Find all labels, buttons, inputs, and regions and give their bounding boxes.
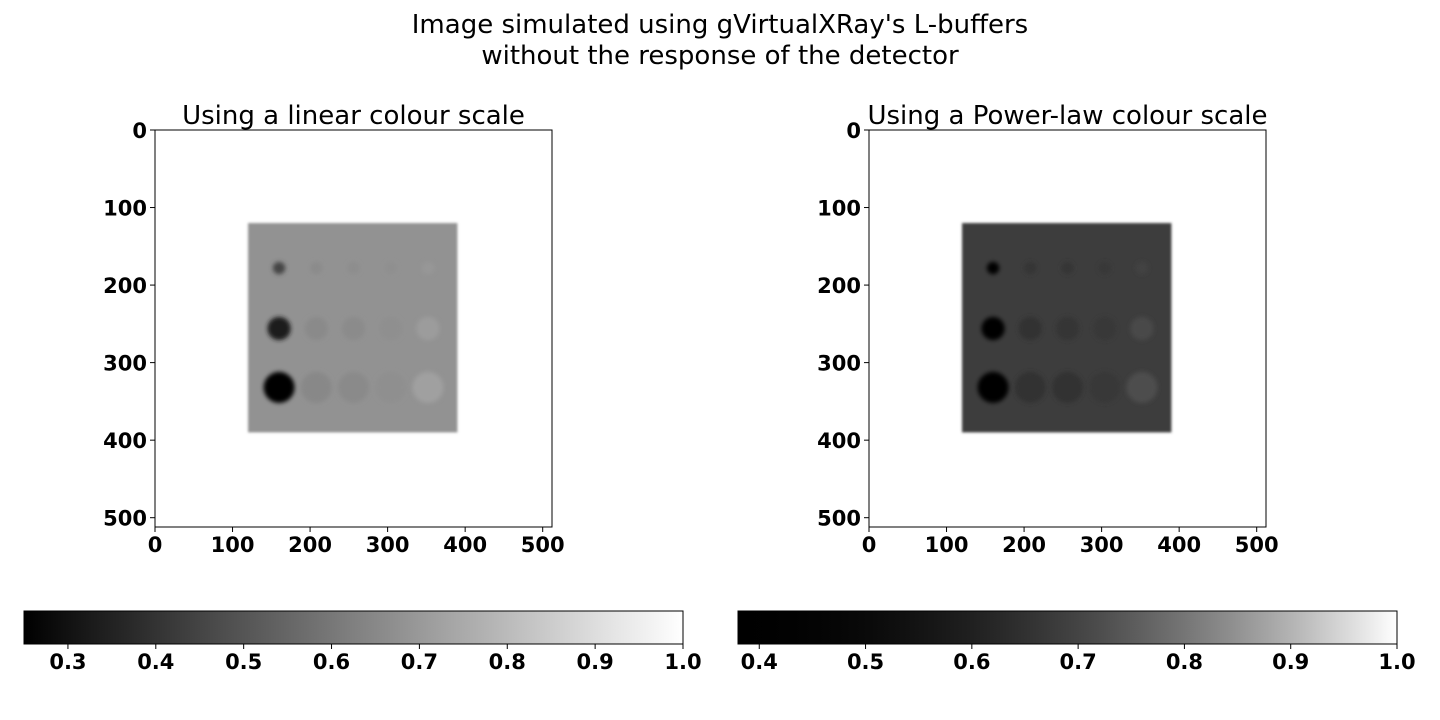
powerlaw-y-tick-label: 200 [817,274,861,298]
linear-x-tick-label: 100 [211,533,255,557]
linear-colorbar-tick-label: 0.6 [313,650,350,674]
powerlaw-y-tick-label: 300 [817,352,861,376]
powerlaw-colorbar-tick-label: 0.7 [1060,650,1097,674]
powerlaw-insert-1 [986,261,1000,275]
linear-y-tick-label: 400 [103,429,147,453]
linear-y-tick-label: 0 [132,119,147,143]
linear-y-tick-label: 500 [103,507,147,531]
linear-axes-frame [154,129,553,528]
linear-insert-14 [375,371,407,403]
powerlaw-insert-6 [981,316,1005,341]
linear-x-tick-label: 400 [443,533,487,557]
linear-insert-8 [341,316,366,341]
powerlaw-insert-7 [1018,316,1042,341]
linear-insert-3 [347,261,360,275]
powerlaw-insert-11 [977,371,1009,403]
powerlaw-insert-5 [1135,261,1149,275]
linear-x-tick-label: 0 [148,533,163,557]
powerlaw-insert-15 [1126,371,1158,403]
powerlaw-insert-2 [1024,261,1037,275]
powerlaw-axes-frame [868,129,1267,528]
figure-title-line-2: without the response of the detector [481,41,959,71]
powerlaw-x-tick-label: 300 [1080,533,1124,557]
powerlaw-insert-12 [1014,371,1046,403]
linear-insert-5 [421,261,435,275]
linear-insert-10 [416,316,440,341]
powerlaw-y-tick-label: 500 [817,507,861,531]
linear-colorbar-tick-label: 0.4 [137,650,174,674]
powerlaw-insert-13 [1051,371,1084,403]
powerlaw-y-tick-label: 100 [817,197,861,221]
powerlaw-insert-10 [1130,316,1154,341]
linear-x-tick-label: 200 [288,533,332,557]
linear-x-tick-label: 500 [521,533,565,557]
linear-colorbar-tick-label: 0.9 [577,650,614,674]
powerlaw-colorbar [737,610,1398,645]
figure-title-line-1: Image simulated using gVirtualXRay's L-b… [411,10,1029,40]
linear-insert-13 [337,371,370,403]
powerlaw-insert-8 [1055,316,1080,341]
powerlaw-colorbar-tick-label: 0.4 [741,650,778,674]
powerlaw-x-tick-label: 200 [1002,533,1046,557]
powerlaw-y-tick-label: 400 [817,429,861,453]
linear-x-tick-label: 300 [366,533,410,557]
linear-insert-6 [267,316,291,341]
linear-colorbar [23,610,684,645]
linear-panel-title: Using a linear colour scale [182,101,525,131]
linear-y-tick-label: 100 [103,197,147,221]
powerlaw-insert-9 [1093,316,1117,341]
powerlaw-insert-3 [1061,261,1074,275]
powerlaw-colorbar-tick-label: 0.6 [953,650,990,674]
powerlaw-x-tick-label: 500 [1235,533,1279,557]
linear-colorbar-tick-label: 0.3 [49,650,86,674]
linear-colorbar-tick-label: 0.7 [401,650,438,674]
linear-colorbar-tick-label: 1.0 [664,650,701,674]
linear-y-tick-label: 300 [103,352,147,376]
linear-insert-15 [412,371,444,403]
powerlaw-colorbar-tick-label: 0.8 [1166,650,1203,674]
linear-colorbar-tick-label: 0.5 [225,650,262,674]
powerlaw-colorbar-tick-label: 1.0 [1378,650,1415,674]
powerlaw-insert-14 [1089,371,1121,403]
linear-insert-1 [272,261,286,275]
powerlaw-colorbar-tick-label: 0.5 [847,650,884,674]
linear-insert-7 [304,316,328,341]
powerlaw-x-tick-label: 400 [1157,533,1201,557]
linear-insert-12 [300,371,332,403]
linear-colorbar-tick-label: 0.8 [489,650,526,674]
powerlaw-x-tick-label: 100 [925,533,969,557]
powerlaw-x-tick-label: 0 [862,533,877,557]
powerlaw-panel-title: Using a Power-law colour scale [867,101,1267,131]
linear-panel: Using a linear colour scale 0 100 200 300 400… [23,101,702,674]
linear-insert-4 [384,261,397,275]
powerlaw-insert-4 [1098,261,1111,275]
linear-insert-2 [310,261,323,275]
linear-insert-9 [379,316,403,341]
linear-insert-11 [263,371,295,403]
linear-y-tick-label: 200 [103,274,147,298]
powerlaw-colorbar-tick-label: 0.9 [1272,650,1309,674]
powerlaw-y-tick-label: 0 [846,119,861,143]
